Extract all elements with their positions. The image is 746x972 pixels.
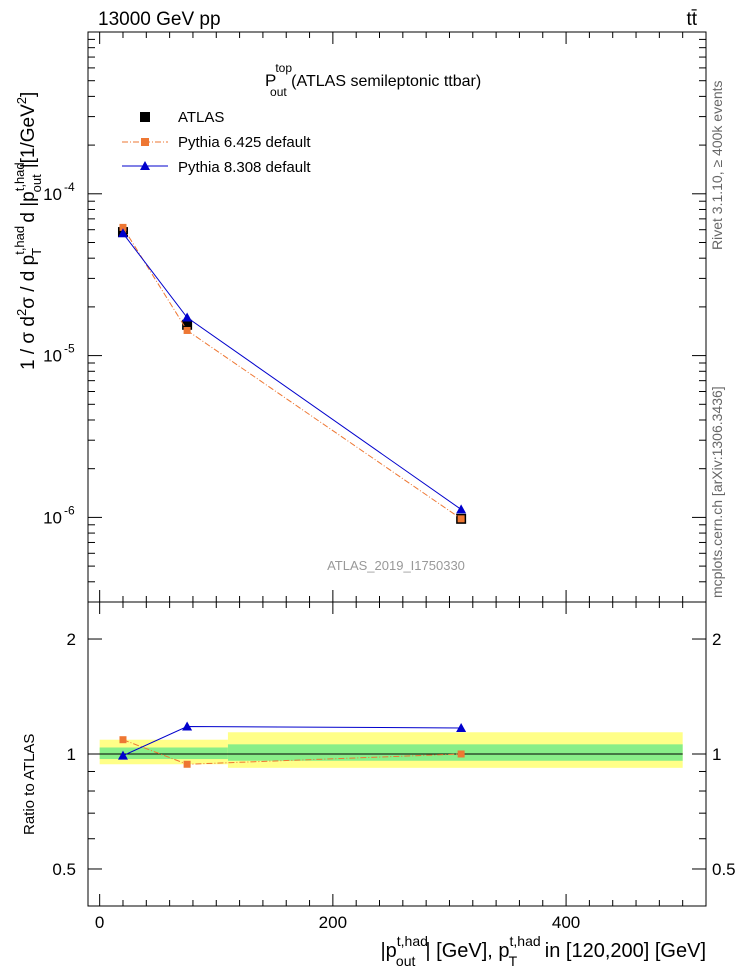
legend-marker-atlas <box>140 112 150 122</box>
ratio-ytick-label-0: 2 <box>67 630 76 649</box>
ratio-ylabel: Ratio to ATLAS <box>21 734 38 835</box>
main-ytick-label-0: 10 <box>43 185 62 204</box>
ratio-ytick-label-right-1: 1 <box>712 745 721 764</box>
main-point-2-0 <box>117 228 128 238</box>
energy-label: 13000 GeV pp <box>98 9 221 30</box>
legend-marker-pythia8 <box>140 161 150 170</box>
main-ytick-exp-0: -4 <box>64 180 75 194</box>
legend-label-atlas: ATLAS <box>178 109 224 126</box>
ratio-point-1-2 <box>456 722 467 732</box>
ratio-point-0-2 <box>457 750 465 758</box>
title-sup: top <box>275 61 292 75</box>
ratio-stat-band-1 <box>227 744 683 761</box>
rivet-label: Rivet 3.1.10, ≥ 400k events <box>709 80 725 250</box>
ratio-point-1-1 <box>182 721 193 731</box>
main-point-1-0 <box>119 223 127 231</box>
ratio-ytick-label-1: 1 <box>67 745 76 764</box>
main-point-2-2 <box>456 504 467 514</box>
ratio-point-0-1 <box>183 760 191 768</box>
plot-title: Ptop out (ATLAS semileptonic ttbar) <box>265 61 481 99</box>
x-tick-label-2: 400 <box>552 913 580 932</box>
title-sub: out <box>270 85 287 99</box>
ratio-point-0-0 <box>119 736 127 744</box>
main-ytick-label-1: 10 <box>43 347 62 366</box>
main-ytick-exp-1: -5 <box>64 342 75 356</box>
main-point-1-1 <box>183 326 191 334</box>
x-tick-label-1: 200 <box>319 913 347 932</box>
title-rest: (ATLAS semileptonic ttbar) <box>287 73 481 90</box>
title-main: P <box>265 71 276 90</box>
ratio-ytick-label-right-2: 0.5 <box>712 860 736 879</box>
main-ylabel: 1 / σ d2σ / d pt,had T d |pt,had out|[1/Ge… <box>12 92 44 370</box>
legend-marker-pythia6 <box>141 138 149 146</box>
ratio-ytick-label-right-0: 2 <box>712 630 721 649</box>
main-point-1-2 <box>457 515 465 523</box>
process-label: tt̄ <box>686 9 697 30</box>
main-ytick-label-2: 10 <box>43 508 62 527</box>
legend-label-pythia8: Pythia 8.308 default <box>178 159 311 176</box>
ratio-ytick-label-2: 0.5 <box>52 860 76 879</box>
main-line-1 <box>122 227 462 520</box>
analysis-watermark: ATLAS_2019_I1750330 <box>327 558 465 573</box>
ratio-point-1-0 <box>117 750 128 760</box>
main-point-2-1 <box>182 312 193 322</box>
ratio-stat-band-0 <box>99 747 228 760</box>
main-ytick-exp-2: -6 <box>64 503 75 517</box>
ratio-plot-panel: 0 200 400 2 2 1 1 0.5 0.5 <box>52 601 736 932</box>
main-line-2 <box>122 232 462 510</box>
legend: ATLAS Pythia 6.425 default Pythia 8.308 … <box>122 109 311 176</box>
x-tick-label-0: 0 <box>95 913 104 932</box>
x-axis-label: |pt,had out | [GeV], pt,had T in [120,200] … <box>380 933 706 969</box>
legend-label-pythia6: Pythia 6.425 default <box>178 134 311 151</box>
mcplots-label: mcplots.cern.ch [arXiv:1306.3436] <box>709 386 725 598</box>
main-point-0-1 <box>182 319 193 330</box>
